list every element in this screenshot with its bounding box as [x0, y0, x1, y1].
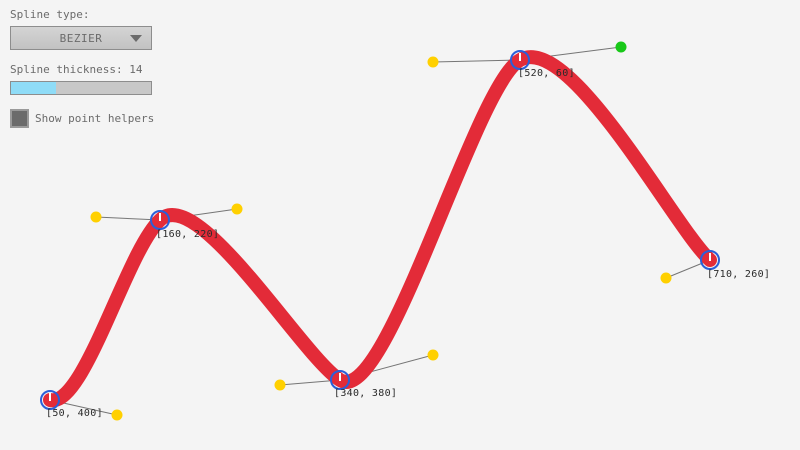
- anchor-points-group[interactable]: [40, 50, 720, 410]
- chevron-down-icon: [130, 35, 142, 42]
- spline-type-label: Spline type:: [10, 8, 90, 21]
- control-handle-selected[interactable]: [615, 41, 627, 53]
- point-coordinate-label: [710, 260]: [707, 269, 771, 280]
- anchor-point[interactable]: [40, 390, 60, 410]
- control-handles-group[interactable]: [90, 41, 672, 421]
- slider-fill: [11, 82, 56, 94]
- control-handle[interactable]: [274, 379, 286, 391]
- control-handle[interactable]: [427, 56, 439, 68]
- point-coordinate-label: [160, 220]: [156, 229, 220, 240]
- anchor-point[interactable]: [150, 210, 170, 230]
- control-handle[interactable]: [231, 203, 243, 215]
- point-coordinate-label: [50, 400]: [46, 408, 103, 419]
- show-point-helpers-checkbox[interactable]: [10, 109, 29, 128]
- point-coordinate-label: [340, 380]: [334, 388, 398, 399]
- control-handle[interactable]: [111, 409, 123, 421]
- spline-type-dropdown[interactable]: BEZIER: [10, 26, 152, 50]
- spline-thickness-label: Spline thickness: 14: [10, 63, 143, 76]
- tangent-line: [95, 216, 161, 221]
- tangent-line: [665, 259, 711, 279]
- point-coordinate-label: [520, 60]: [518, 68, 575, 79]
- tangent-line: [432, 59, 521, 63]
- control-handle[interactable]: [660, 272, 672, 284]
- show-point-helpers-label: Show point helpers: [35, 112, 155, 125]
- anchor-point[interactable]: [330, 370, 350, 390]
- spline-thickness-slider[interactable]: [10, 81, 152, 95]
- anchor-point[interactable]: [700, 250, 720, 270]
- spline-curve[interactable]: [43, 50, 717, 408]
- show-point-helpers-row[interactable]: Show point helpers: [10, 109, 156, 128]
- control-panel: Spline type: BEZIER Spline thickness: 14…: [10, 8, 156, 128]
- control-handle[interactable]: [427, 349, 439, 361]
- spline-type-selected-value: BEZIER: [59, 31, 103, 45]
- anchor-point[interactable]: [510, 50, 530, 70]
- control-handle[interactable]: [90, 211, 102, 223]
